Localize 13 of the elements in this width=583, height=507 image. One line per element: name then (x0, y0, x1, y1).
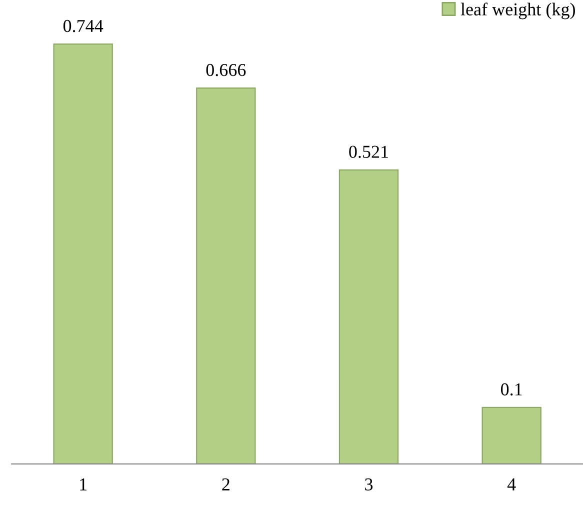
bar (196, 88, 256, 464)
data-label: 0.1 (500, 383, 522, 396)
bar (338, 169, 399, 464)
x-tick-label: 2 (222, 478, 230, 490)
x-tick-label: 3 (365, 478, 373, 490)
bar (482, 406, 542, 464)
bar (53, 44, 113, 464)
data-label: 0.744 (63, 20, 104, 32)
x-tick-label: 1 (80, 478, 87, 490)
data-label: 0.521 (349, 146, 388, 158)
legend-label: leaf weight (kg) (460, 2, 575, 20)
data-label: 0.666 (206, 64, 246, 76)
x-tick-label: 4 (507, 478, 516, 490)
